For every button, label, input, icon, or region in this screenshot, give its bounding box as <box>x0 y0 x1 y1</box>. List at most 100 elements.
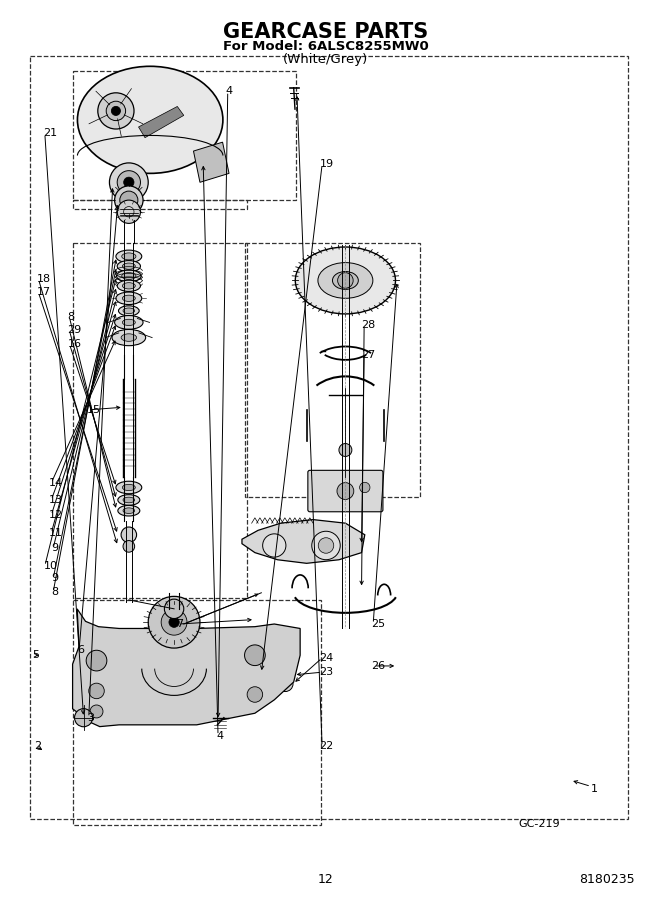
Circle shape <box>271 663 293 687</box>
Text: 24: 24 <box>319 652 334 663</box>
Circle shape <box>117 200 140 223</box>
Text: 8: 8 <box>52 587 59 597</box>
Text: 18: 18 <box>37 274 50 284</box>
Circle shape <box>115 186 143 214</box>
Text: 25: 25 <box>371 619 385 629</box>
Circle shape <box>263 534 286 557</box>
Text: 8180235: 8180235 <box>579 873 634 886</box>
Circle shape <box>86 650 107 670</box>
Text: 7: 7 <box>176 619 183 629</box>
Ellipse shape <box>117 280 140 292</box>
Text: 17: 17 <box>37 287 50 297</box>
Ellipse shape <box>123 263 136 269</box>
Ellipse shape <box>123 320 136 326</box>
Text: 22: 22 <box>319 742 334 751</box>
Ellipse shape <box>116 250 141 263</box>
Circle shape <box>247 687 263 702</box>
Ellipse shape <box>119 306 139 316</box>
Circle shape <box>278 676 293 691</box>
Circle shape <box>360 482 370 492</box>
Text: 12: 12 <box>318 873 334 886</box>
Text: 28: 28 <box>362 320 376 330</box>
Text: 23: 23 <box>319 667 334 677</box>
Circle shape <box>277 670 288 680</box>
Text: 2: 2 <box>34 742 41 751</box>
Text: 29: 29 <box>67 326 82 336</box>
Ellipse shape <box>78 67 223 174</box>
Ellipse shape <box>123 484 136 491</box>
Bar <box>30 56 628 818</box>
Text: 15: 15 <box>87 405 101 415</box>
Ellipse shape <box>121 334 136 341</box>
Text: 16: 16 <box>67 338 82 349</box>
Ellipse shape <box>116 482 141 494</box>
Ellipse shape <box>123 295 136 302</box>
Text: 3: 3 <box>87 713 94 723</box>
Polygon shape <box>72 608 300 726</box>
FancyBboxPatch shape <box>308 471 383 512</box>
Text: 6: 6 <box>77 645 84 655</box>
Ellipse shape <box>118 506 140 516</box>
Bar <box>72 71 295 200</box>
Text: GEARCASE PARTS: GEARCASE PARTS <box>224 22 428 41</box>
Ellipse shape <box>333 272 359 290</box>
Circle shape <box>111 106 121 115</box>
Ellipse shape <box>123 508 135 514</box>
Polygon shape <box>138 106 184 138</box>
Ellipse shape <box>117 261 140 272</box>
Text: (White/Grey): (White/Grey) <box>284 53 368 67</box>
Circle shape <box>106 101 126 121</box>
Text: GC-219: GC-219 <box>518 819 560 829</box>
Circle shape <box>110 163 148 202</box>
Text: 5: 5 <box>32 650 39 661</box>
Polygon shape <box>242 519 364 563</box>
Circle shape <box>312 531 340 560</box>
Circle shape <box>117 171 140 194</box>
Text: 11: 11 <box>50 528 63 538</box>
Text: 13: 13 <box>50 495 63 505</box>
Ellipse shape <box>117 270 141 282</box>
Circle shape <box>161 609 187 635</box>
Text: 10: 10 <box>44 561 57 571</box>
Text: For Model: 6ALSC8255MW0: For Model: 6ALSC8255MW0 <box>223 40 429 52</box>
Ellipse shape <box>123 497 135 503</box>
Circle shape <box>282 680 288 687</box>
Bar <box>245 243 420 498</box>
Text: 1: 1 <box>591 784 598 794</box>
Bar <box>72 600 321 824</box>
Ellipse shape <box>123 308 135 313</box>
Text: 4: 4 <box>216 731 223 741</box>
Circle shape <box>121 527 136 543</box>
Circle shape <box>148 597 200 648</box>
Circle shape <box>90 705 103 718</box>
Ellipse shape <box>318 263 373 298</box>
Circle shape <box>337 482 354 500</box>
Text: 19: 19 <box>319 159 334 169</box>
Text: 21: 21 <box>43 128 57 139</box>
Circle shape <box>120 191 138 209</box>
Circle shape <box>74 708 93 726</box>
Text: 4: 4 <box>226 86 233 96</box>
Ellipse shape <box>115 316 143 329</box>
Text: 26: 26 <box>371 661 385 670</box>
Text: 8: 8 <box>67 312 74 322</box>
Circle shape <box>318 537 334 554</box>
Text: 27: 27 <box>362 349 376 359</box>
Circle shape <box>338 273 353 288</box>
Ellipse shape <box>122 273 136 279</box>
Ellipse shape <box>112 329 145 346</box>
Text: 9: 9 <box>52 544 59 554</box>
Polygon shape <box>194 142 229 183</box>
Ellipse shape <box>123 283 136 289</box>
Circle shape <box>164 599 184 618</box>
Text: 14: 14 <box>50 478 63 488</box>
Circle shape <box>244 645 265 666</box>
Ellipse shape <box>116 292 141 304</box>
Text: 12: 12 <box>50 510 63 520</box>
Ellipse shape <box>118 495 140 505</box>
Circle shape <box>89 683 104 698</box>
Circle shape <box>169 617 179 627</box>
Circle shape <box>123 541 135 553</box>
Circle shape <box>124 177 134 187</box>
Bar <box>72 243 247 598</box>
